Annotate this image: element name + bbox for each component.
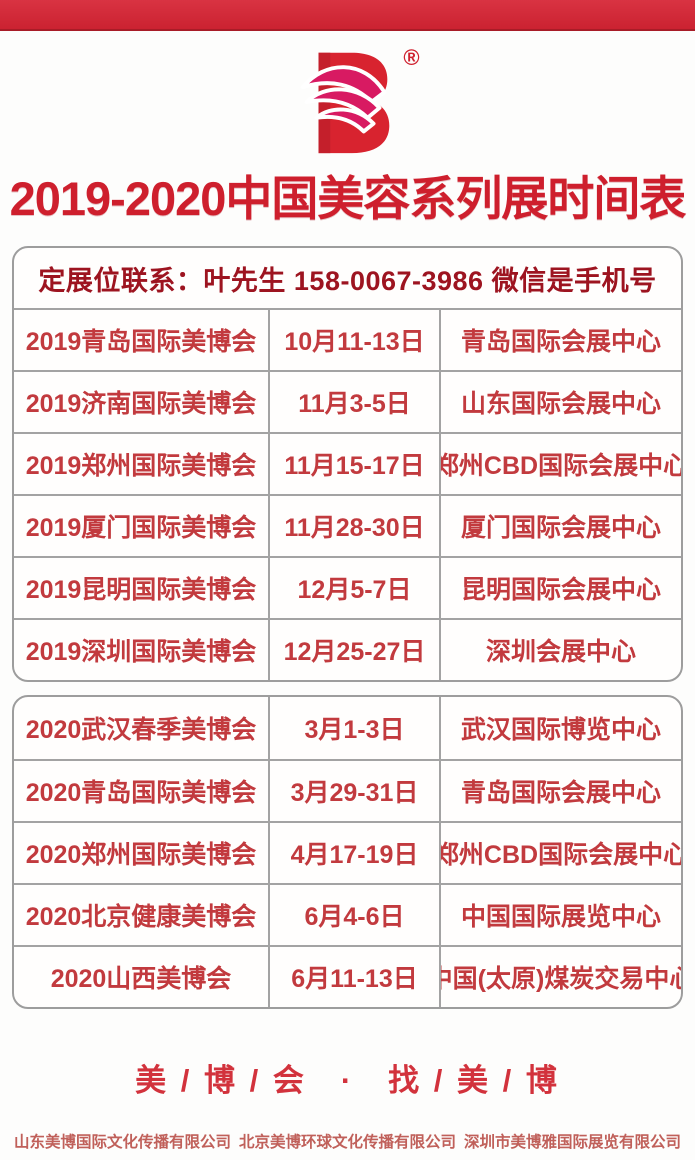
expo-name: 2020武汉春季美博会 bbox=[25, 716, 257, 744]
beauty-expo-logo-icon bbox=[289, 41, 407, 159]
expo-venue: 中国国际展览中心 bbox=[439, 885, 681, 945]
schedule-table-2020: 2020武汉春季美博会 3月1-3日 武汉国际博览中心 2020青岛国际美博会 … bbox=[12, 695, 683, 1009]
expo-venue: 青岛国际会展中心 bbox=[439, 310, 681, 370]
expo-name: 2020郑州国际美博会 bbox=[25, 841, 257, 869]
expo-date: 11月3-5日 bbox=[268, 372, 439, 432]
page-title: 2019-2020中国美容系列展时间表 bbox=[9, 172, 687, 225]
expo-name: 2019昆明国际美博会 bbox=[25, 576, 257, 604]
table-row: 2019厦门国际美博会 11月28-30日 厦门国际会展中心 bbox=[14, 494, 681, 556]
table-row: 2019昆明国际美博会 12月5-7日 昆明国际会展中心 bbox=[14, 556, 681, 618]
table-row: 2019青岛国际美博会 10月11-13日 青岛国际会展中心 bbox=[14, 308, 681, 370]
footer-company: 深圳市美博雅国际展览有限公司 bbox=[464, 1134, 682, 1151]
expo-name: 2019郑州国际美博会 bbox=[25, 452, 257, 480]
expo-venue: 郑州CBD国际会展中心 bbox=[439, 434, 681, 494]
expo-date: 3月29-31日 bbox=[268, 761, 439, 821]
expo-name: 2019青岛国际美博会 bbox=[25, 328, 257, 356]
expo-name: 2019济南国际美博会 bbox=[25, 390, 257, 418]
expo-venue: 深圳会展中心 bbox=[439, 620, 681, 680]
registered-trademark-mark: ® bbox=[403, 45, 420, 70]
logo-area: ® bbox=[0, 31, 695, 169]
expo-name: 2020山西美博会 bbox=[50, 965, 232, 993]
expo-date: 12月5-7日 bbox=[268, 558, 439, 618]
footer-companies: 山东美博国际文化传播有限公司 北京美博环球文化传播有限公司 深圳市美博雅国际展览有限… bbox=[0, 1130, 695, 1152]
slogan-text: 美 / 博 / 会 · 找 / 美 / 博 bbox=[135, 1063, 560, 1098]
expo-name: 2019厦门国际美博会 bbox=[25, 514, 257, 542]
table-row: 2020郑州国际美博会 4月17-19日 郑州CBD国际会展中心 bbox=[14, 821, 681, 883]
contact-bar: 定展位联系：叶先生 158-0067-3986 微信是手机号 bbox=[38, 265, 657, 296]
expo-date: 12月25-27日 bbox=[268, 620, 439, 680]
footer-company: 北京美博环球文化传播有限公司 bbox=[238, 1134, 456, 1151]
expo-date: 6月4-6日 bbox=[268, 885, 439, 945]
expo-venue: 武汉国际博览中心 bbox=[439, 697, 681, 759]
table-row: 2020青岛国际美博会 3月29-31日 青岛国际会展中心 bbox=[14, 759, 681, 821]
expo-venue: 昆明国际会展中心 bbox=[439, 558, 681, 618]
expo-date: 3月1-3日 bbox=[268, 697, 439, 759]
table-row: 2020山西美博会 6月11-13日 中国(太原)煤炭交易中心 bbox=[14, 945, 681, 1007]
top-red-band bbox=[0, 0, 695, 31]
expo-date: 6月11-13日 bbox=[268, 947, 439, 1007]
expo-venue: 中国(太原)煤炭交易中心 bbox=[439, 947, 681, 1007]
expo-name: 2019深圳国际美博会 bbox=[25, 638, 257, 666]
expo-venue: 青岛国际会展中心 bbox=[439, 761, 681, 821]
expo-name: 2020青岛国际美博会 bbox=[25, 779, 257, 807]
expo-date: 10月11-13日 bbox=[268, 310, 439, 370]
schedule-table-2019: 定展位联系：叶先生 158-0067-3986 微信是手机号 2019青岛国际美… bbox=[12, 246, 683, 682]
expo-venue: 厦门国际会展中心 bbox=[439, 496, 681, 556]
expo-date: 11月15-17日 bbox=[268, 434, 439, 494]
table-row: 2020武汉春季美博会 3月1-3日 武汉国际博览中心 bbox=[14, 697, 681, 759]
expo-date: 11月28-30日 bbox=[268, 496, 439, 556]
expo-venue: 山东国际会展中心 bbox=[439, 372, 681, 432]
table-row: 2019深圳国际美博会 12月25-27日 深圳会展中心 bbox=[14, 618, 681, 680]
expo-venue: 郑州CBD国际会展中心 bbox=[439, 823, 681, 883]
table-row: 2020北京健康美博会 6月4-6日 中国国际展览中心 bbox=[14, 883, 681, 945]
table-row: 2019济南国际美博会 11月3-5日 山东国际会展中心 bbox=[14, 370, 681, 432]
expo-date: 4月17-19日 bbox=[268, 823, 439, 883]
expo-name: 2020北京健康美博会 bbox=[25, 903, 257, 931]
table-row: 2019郑州国际美博会 11月15-17日 郑州CBD国际会展中心 bbox=[14, 432, 681, 494]
footer-company: 山东美博国际文化传播有限公司 bbox=[13, 1134, 231, 1151]
